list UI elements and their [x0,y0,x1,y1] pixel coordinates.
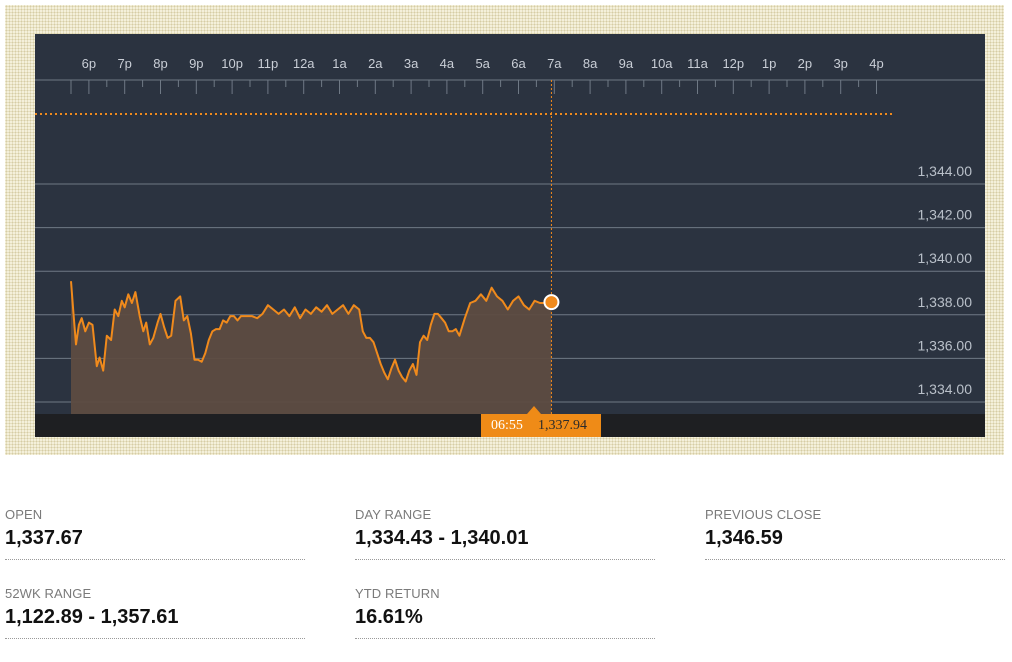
x-tick-label: 1a [332,56,347,71]
stat-52wk-range: 52WK RANGE 1,122.89 - 1,357.61 [5,586,305,639]
stat-value: 1,122.89 - 1,357.61 [5,606,179,628]
price-line [70,281,552,383]
price-chart[interactable]: 6p 7p 8p 9p 10p 11p 12a 1a 2a 3a 4a 5a 6a 7a 8a 9a 10a 11… [35,34,985,437]
stat-label: OPEN [5,507,43,522]
x-tick-label: 5a [475,56,490,71]
chart-panel[interactable]: 6p 7p 8p 9p 10p 11p 12a 1a 2a 3a 4a 5a 6a 7a 8a 9a 10a 11… [35,34,985,437]
x-tick-label: 7a [547,56,562,71]
x-tick-label: 9p [189,56,203,71]
stat-value: 1,346.59 [705,527,783,549]
stat-value: 16.61% [355,606,423,628]
x-tick-label: 8a [583,56,598,71]
x-tick-label: 2p [798,56,812,71]
badge-pointer-icon [527,406,541,414]
x-tick-label: 6a [511,56,526,71]
x-tick-label: 7p [117,56,131,71]
stat-value: 1,337.67 [5,527,83,549]
y-tick-label: 1,334.00 [918,381,973,397]
stat-label: YTD RETURN [355,586,440,601]
y-tick-label: 1,344.00 [918,163,973,179]
stat-open: OPEN 1,337.67 [5,507,305,560]
x-tick-label: 3p [833,56,847,71]
x-tick-label: 4a [440,56,455,71]
x-tick-label: 10a [651,56,673,71]
x-tick-label: 8p [153,56,167,71]
y-tick-label: 1,336.00 [918,337,973,353]
y-tick-label: 1,340.00 [918,250,973,266]
y-tick-label: 1,338.00 [918,294,973,310]
x-tick-label: 12p [722,56,744,71]
stat-label: PREVIOUS CLOSE [705,507,822,522]
x-tick-label: 4p [869,56,883,71]
y-tick-label: 1,342.00 [918,207,973,223]
readout-time: 06:55 [491,417,523,433]
x-tick-label: 10p [221,56,243,71]
x-tick-label: 11p [258,56,279,71]
stat-label: 52WK RANGE [5,586,92,601]
x-tick-label: 11a [687,56,708,71]
chart-frame: 6p 7p 8p 9p 10p 11p 12a 1a 2a 3a 4a 5a 6a 7a 8a 9a 10a 11… [5,5,1004,455]
stat-label: DAY RANGE [355,507,432,522]
stat-previous-close: PREVIOUS CLOSE 1,346.59 [705,507,1005,560]
x-tick-label: 6p [82,56,96,71]
readout-value: 1,337.94 [538,417,587,433]
current-price-marker [543,294,560,311]
x-tick-label: 1p [762,56,776,71]
x-tick-label: 3a [404,56,419,71]
x-tick-label: 2a [368,56,383,71]
stat-day-range: DAY RANGE 1,334.43 - 1,340.01 [355,507,655,560]
price-area [71,281,552,414]
stat-value: 1,334.43 - 1,340.01 [355,527,529,549]
x-tick-label: 9a [619,56,634,71]
x-tick-label: 12a [293,56,315,71]
crosshair-readout: 06:55 1,337.94 [481,414,601,437]
stat-ytd-return: YTD RETURN 16.61% [355,586,655,639]
